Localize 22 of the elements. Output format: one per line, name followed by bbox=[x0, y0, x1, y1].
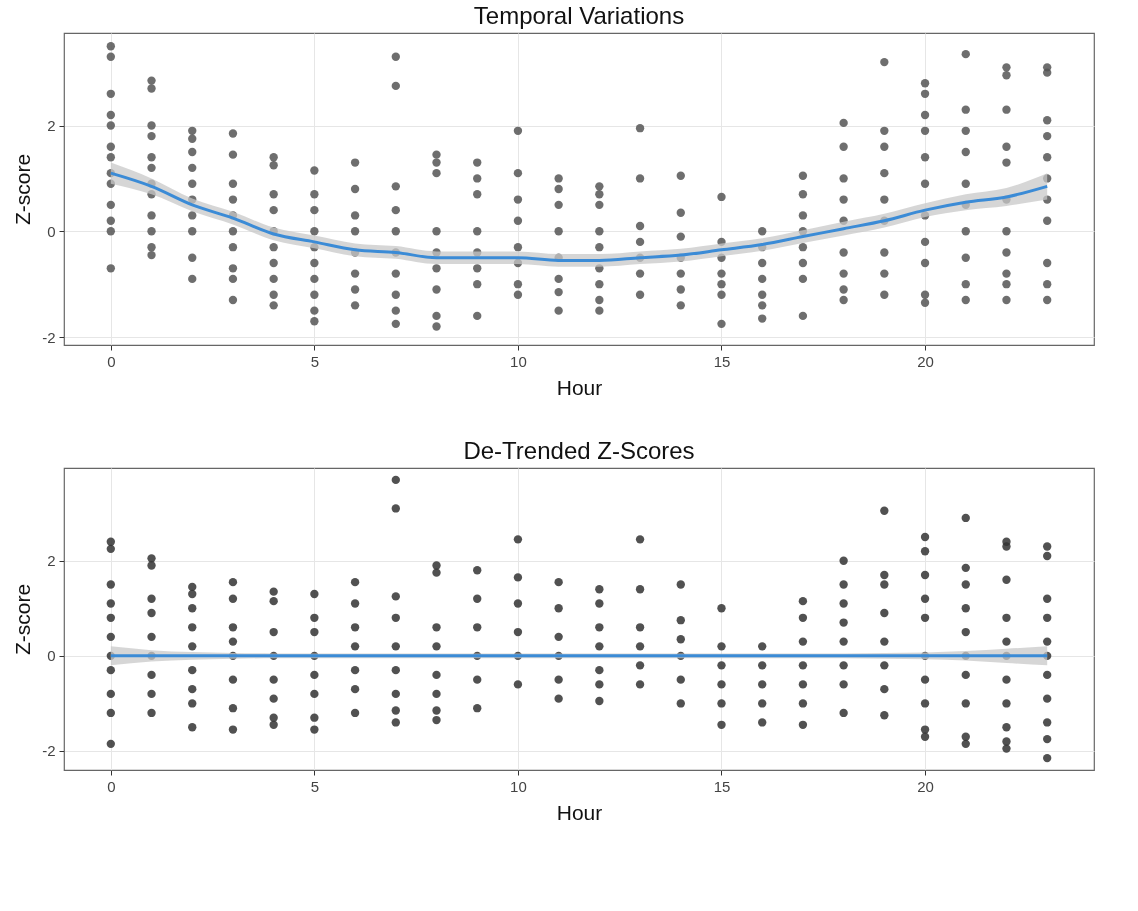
y-tick-label: 2 bbox=[47, 117, 56, 135]
chart-title: Temporal Variations bbox=[473, 2, 685, 29]
x-tick-label: 5 bbox=[310, 777, 320, 795]
x-tick-label: 20 bbox=[917, 777, 934, 795]
x-tick-label: 10 bbox=[510, 352, 527, 370]
x-tick-label: 10 bbox=[510, 777, 527, 795]
y-tick-label: 0 bbox=[47, 222, 56, 240]
y-axis-title: Z-score bbox=[11, 153, 35, 226]
chart-title: De-Trended Z-Scores bbox=[463, 437, 695, 464]
y-tick-label: -2 bbox=[42, 328, 56, 346]
y-axis-title: Z-score bbox=[11, 583, 35, 656]
x-axis-title: Hour bbox=[556, 800, 603, 824]
x-tick-label: 15 bbox=[713, 352, 731, 370]
x-tick-label: 15 bbox=[713, 777, 731, 795]
x-tick-label: 0 bbox=[107, 352, 116, 370]
y-tick-label: -2 bbox=[42, 742, 56, 760]
x-tick-label: 20 bbox=[917, 352, 934, 370]
x-axis-title: Hour bbox=[556, 375, 603, 399]
x-tick-label: 0 bbox=[107, 777, 116, 795]
y-tick-label: 0 bbox=[47, 647, 56, 665]
y-tick-label: 2 bbox=[47, 552, 56, 570]
x-tick-label: 5 bbox=[310, 352, 320, 370]
